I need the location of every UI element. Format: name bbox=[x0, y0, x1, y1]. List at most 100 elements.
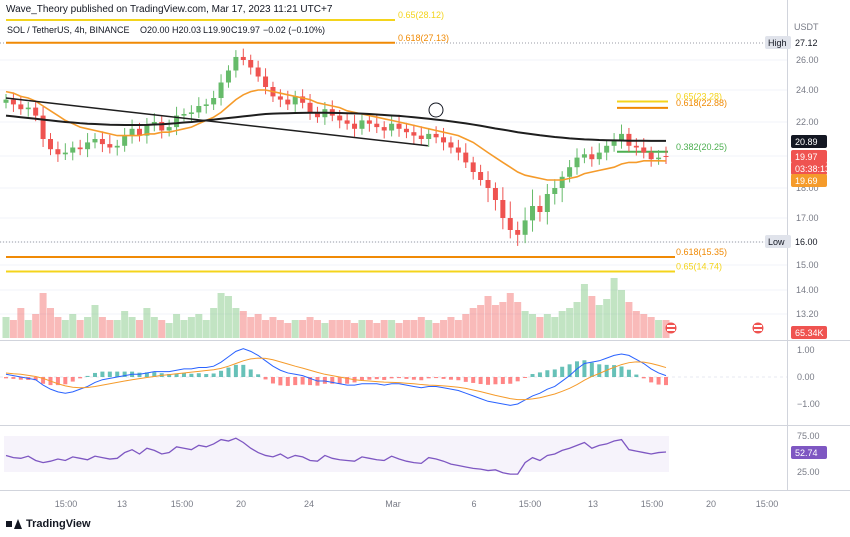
candle[interactable] bbox=[470, 156, 476, 180]
candle[interactable] bbox=[77, 139, 83, 156]
fibonacci-levels[interactable]: 0.65(28.12)0.618(27.13)0.65(23.28)0.618(… bbox=[6, 10, 727, 273]
candle[interactable] bbox=[314, 106, 320, 123]
candle[interactable] bbox=[114, 139, 120, 156]
candle[interactable] bbox=[159, 116, 165, 139]
alert-icon[interactable] bbox=[752, 322, 764, 334]
candle[interactable] bbox=[25, 102, 31, 117]
candle[interactable] bbox=[218, 74, 224, 106]
trendline[interactable] bbox=[5, 97, 428, 147]
candle[interactable] bbox=[292, 90, 298, 112]
candle[interactable] bbox=[129, 119, 135, 144]
candle[interactable] bbox=[589, 146, 595, 167]
candle[interactable] bbox=[619, 124, 625, 149]
candle[interactable] bbox=[537, 195, 543, 222]
candle[interactable] bbox=[418, 126, 424, 145]
candle[interactable] bbox=[329, 100, 335, 122]
candle[interactable] bbox=[478, 164, 484, 186]
candle[interactable] bbox=[62, 143, 68, 160]
candle[interactable] bbox=[500, 187, 506, 230]
candle[interactable] bbox=[515, 221, 521, 246]
candle[interactable] bbox=[203, 98, 209, 114]
candle[interactable] bbox=[574, 148, 580, 175]
macd-signal-line[interactable] bbox=[5, 357, 667, 401]
candle[interactable] bbox=[181, 108, 187, 122]
ma-black-line[interactable] bbox=[5, 111, 666, 142]
time-tick-label: 13 bbox=[588, 499, 598, 509]
candle[interactable] bbox=[166, 119, 172, 137]
candle[interactable] bbox=[544, 184, 550, 225]
candlestick-series[interactable] bbox=[3, 48, 669, 246]
candle[interactable] bbox=[507, 201, 513, 239]
rsi-line[interactable] bbox=[5, 437, 667, 475]
candle[interactable] bbox=[122, 127, 128, 152]
candle[interactable] bbox=[403, 122, 409, 139]
candle[interactable] bbox=[40, 106, 46, 147]
candle[interactable] bbox=[559, 171, 565, 203]
volume-bar bbox=[373, 323, 381, 338]
candle[interactable] bbox=[277, 89, 283, 108]
candle[interactable] bbox=[47, 133, 53, 156]
candle[interactable] bbox=[144, 118, 150, 144]
candle[interactable] bbox=[530, 189, 536, 232]
candle[interactable] bbox=[92, 133, 98, 149]
candle[interactable] bbox=[359, 114, 365, 135]
candle[interactable] bbox=[107, 134, 113, 154]
candle[interactable] bbox=[300, 89, 306, 109]
candle[interactable] bbox=[85, 133, 91, 158]
alert-icon[interactable] bbox=[665, 322, 677, 334]
candle[interactable] bbox=[55, 141, 61, 162]
candle[interactable] bbox=[492, 182, 498, 211]
crossover-marker[interactable] bbox=[428, 102, 444, 118]
macd-histogram-bar bbox=[619, 366, 624, 377]
candle[interactable] bbox=[33, 100, 39, 122]
candle[interactable] bbox=[352, 114, 358, 137]
candle[interactable] bbox=[581, 148, 587, 164]
candle[interactable] bbox=[344, 113, 350, 130]
candle[interactable] bbox=[656, 150, 662, 165]
candle[interactable] bbox=[604, 139, 610, 161]
macd-histogram-bar bbox=[389, 377, 394, 379]
macd-histogram-bar bbox=[411, 377, 416, 380]
candle[interactable] bbox=[240, 48, 246, 66]
candle[interactable] bbox=[426, 127, 432, 147]
candle[interactable] bbox=[233, 50, 239, 78]
candle[interactable] bbox=[381, 121, 387, 139]
candle[interactable] bbox=[99, 131, 105, 153]
candle[interactable] bbox=[552, 179, 558, 205]
macd-line[interactable] bbox=[5, 348, 667, 406]
fib-level-label: 0.618(27.13) bbox=[398, 33, 449, 43]
candle[interactable] bbox=[70, 141, 76, 161]
candle[interactable] bbox=[611, 133, 617, 152]
candle[interactable] bbox=[663, 146, 669, 164]
time-tick-label: 24 bbox=[304, 499, 314, 509]
macd-histogram-bar bbox=[100, 371, 105, 377]
volume-bar bbox=[165, 323, 173, 338]
candle[interactable] bbox=[307, 94, 313, 120]
candle[interactable] bbox=[225, 65, 231, 88]
candle[interactable] bbox=[211, 90, 217, 110]
volume-bar bbox=[425, 320, 433, 338]
candle[interactable] bbox=[411, 124, 417, 144]
candle[interactable] bbox=[648, 146, 654, 167]
candle[interactable] bbox=[596, 143, 602, 165]
candle[interactable] bbox=[248, 54, 254, 75]
time-axis-ticks[interactable]: 15:00 13 15:00 20 24 Mar 6 15:00 13 15:00 20 15:00 bbox=[55, 499, 779, 509]
candle[interactable] bbox=[255, 60, 261, 82]
candle[interactable] bbox=[196, 97, 202, 118]
candle[interactable] bbox=[448, 136, 454, 154]
candle[interactable] bbox=[10, 92, 16, 112]
ema-orange-line[interactable] bbox=[5, 89, 667, 181]
candle[interactable] bbox=[151, 113, 157, 132]
price-tick-label: 26.00 bbox=[796, 55, 819, 65]
tradingview-brand[interactable]: TradingView bbox=[6, 518, 91, 530]
candle[interactable] bbox=[433, 126, 439, 144]
candle[interactable] bbox=[18, 95, 24, 115]
candle[interactable] bbox=[485, 171, 491, 203]
candle[interactable] bbox=[522, 207, 528, 244]
candle[interactable] bbox=[455, 139, 461, 161]
volume-bar bbox=[514, 302, 522, 338]
candle[interactable] bbox=[3, 94, 9, 109]
candle[interactable] bbox=[396, 114, 402, 137]
candle[interactable] bbox=[463, 143, 469, 168]
